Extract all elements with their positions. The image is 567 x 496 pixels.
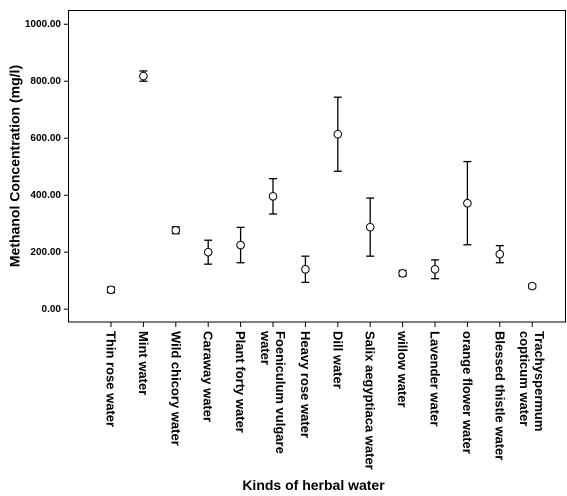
x-axis-title: Kinds of herbal water: [242, 477, 385, 493]
mean-marker: [365, 222, 375, 232]
mean-marker: [203, 247, 213, 257]
y-axis-title: Methanol Concentration (mg/l): [7, 65, 23, 267]
x-tick-label: Dill water: [330, 331, 346, 389]
x-tick-label: Salix aegyptiaca water: [362, 331, 378, 470]
x-tick-label: Blessed thistle water: [492, 331, 508, 461]
mean-marker: [139, 71, 148, 81]
x-tick-label: Trachyspermum copticum water: [517, 331, 548, 432]
x-tick-label: Caraway water: [200, 331, 216, 423]
y-tick-label: 0.00: [42, 304, 62, 315]
x-tick-label: willow water: [395, 331, 411, 408]
x-tick-label: Plant forty water: [233, 331, 249, 433]
mean-marker: [398, 268, 407, 278]
plot-frame: [68, 10, 566, 323]
y-tick-label: 1000.00: [25, 19, 62, 30]
mean-marker: [268, 192, 278, 201]
mean-marker: [236, 240, 245, 250]
x-tick-label: orange flower water: [459, 331, 475, 454]
x-tick-label: Foeniculum vulgare water: [258, 331, 288, 454]
mean-marker: [301, 264, 310, 274]
mean-marker: [171, 225, 181, 235]
x-tick-label: Wild chicory water: [168, 331, 184, 446]
mean-marker: [333, 129, 343, 139]
x-tick-label: Lavender water: [427, 331, 443, 427]
mean-marker: [430, 264, 440, 274]
x-tick-label: Thin rose water: [103, 331, 119, 428]
y-tick-label: 600.00: [30, 133, 61, 144]
x-tick-label: Mint water: [135, 331, 151, 396]
mean-marker: [495, 249, 505, 259]
y-tick-label: 200.00: [30, 247, 61, 258]
mean-marker: [106, 285, 116, 295]
y-tick-label: 400.00: [30, 190, 61, 201]
mean-marker: [463, 198, 472, 208]
mean-marker: [527, 281, 537, 291]
y-tick-label: 800.00: [30, 76, 61, 87]
x-tick-label: Heavy rose water: [297, 331, 313, 438]
